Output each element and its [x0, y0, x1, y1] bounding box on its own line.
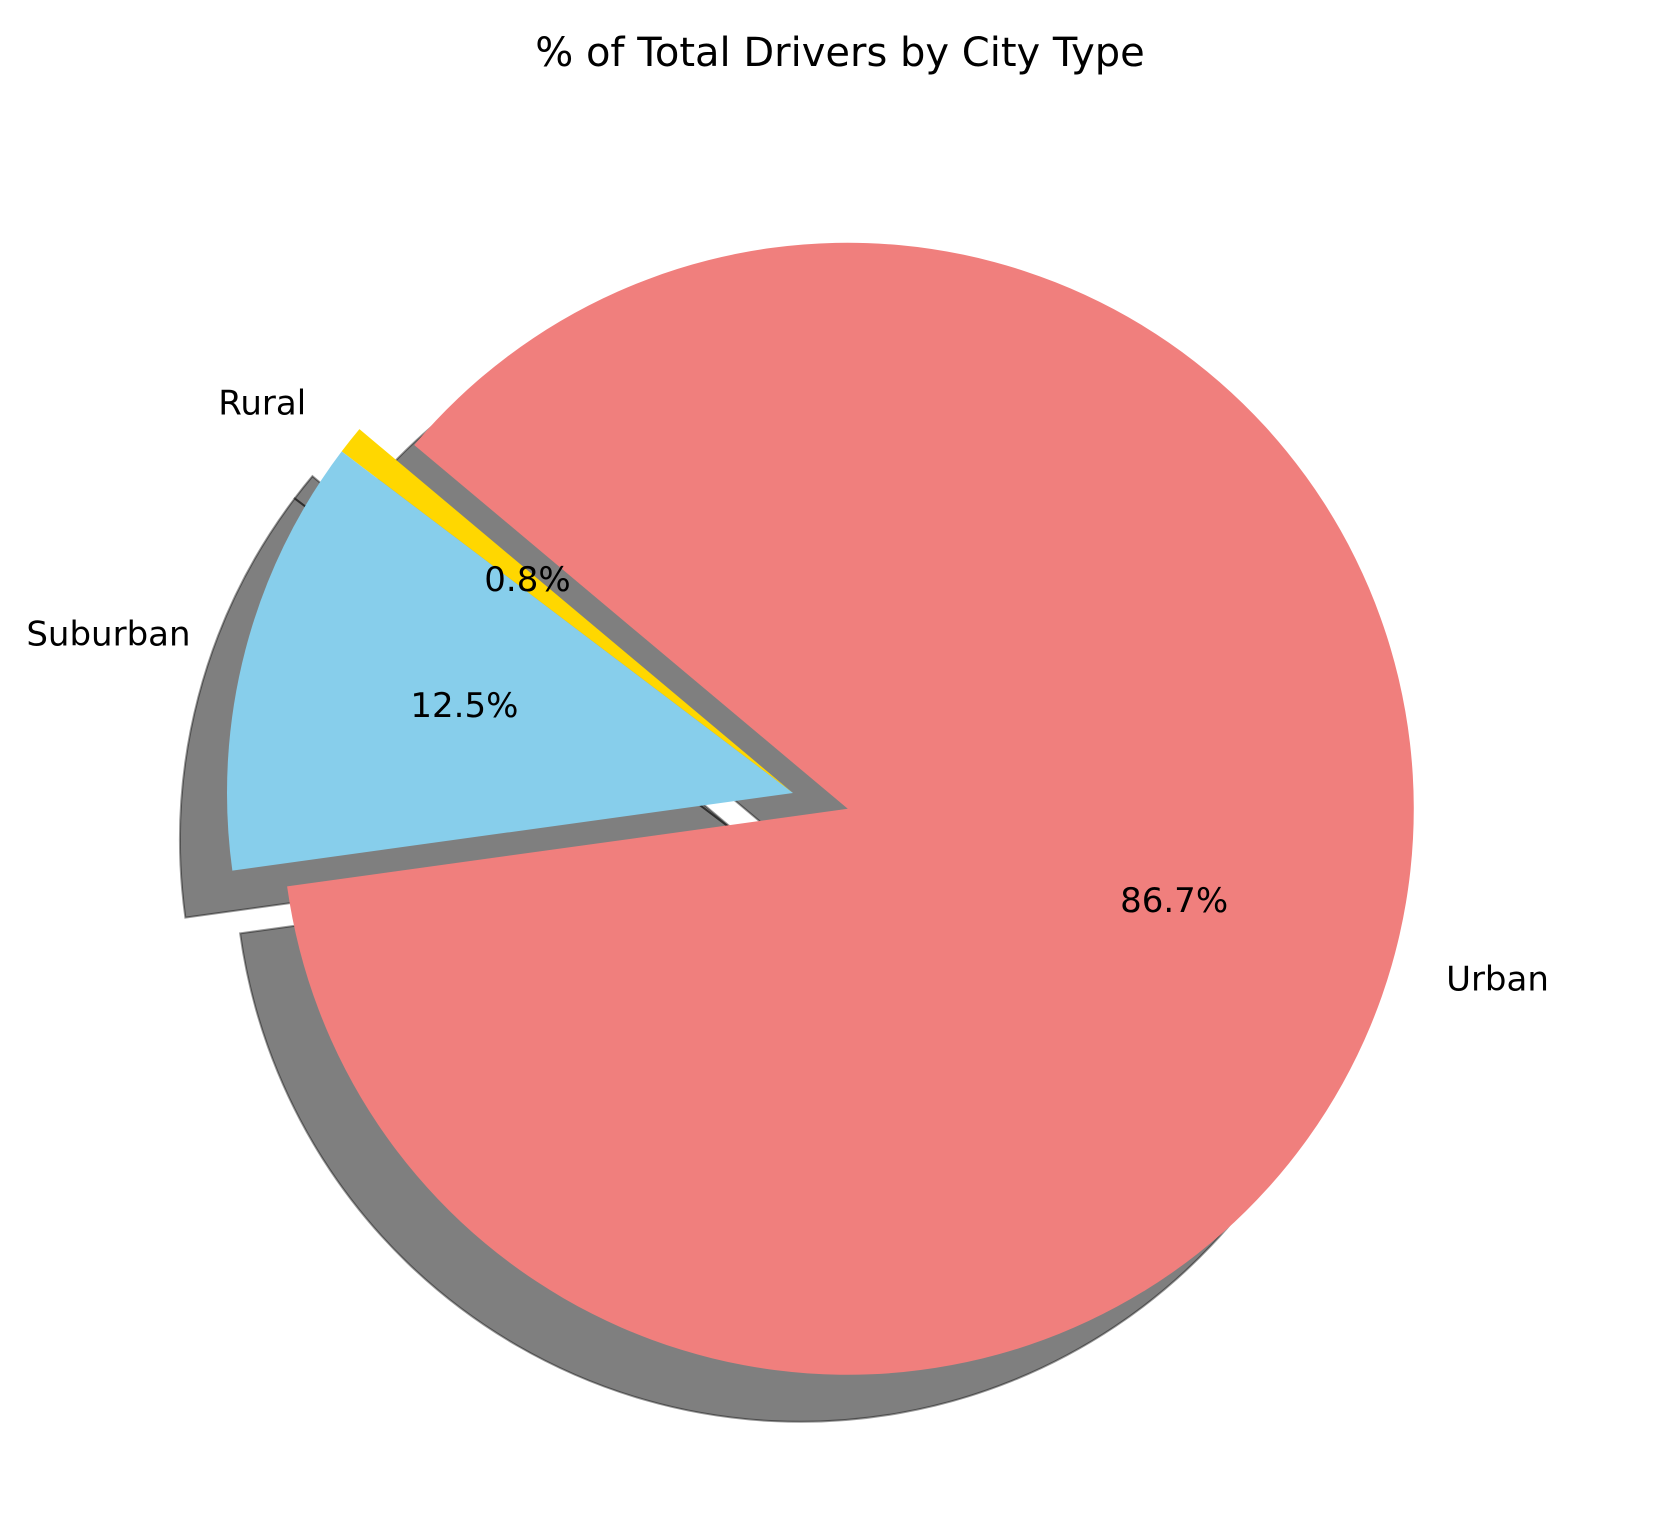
pie-slice-urban	[287, 242, 1414, 1375]
category-label-urban: Urban	[1446, 960, 1549, 1000]
category-labels: Rural Suburban Urban	[26, 383, 1549, 999]
percent-label-suburban: 12.5%	[410, 686, 518, 726]
pie-slice-rural	[341, 429, 793, 793]
percent-labels: 0.8% 12.5% 86.7%	[410, 560, 1228, 921]
category-label-suburban: Suburban	[26, 614, 190, 654]
percent-label-rural: 0.8%	[484, 560, 570, 600]
pie-slice-suburban	[227, 451, 794, 871]
pie-slices	[227, 242, 1414, 1375]
percent-label-urban: 86.7%	[1120, 881, 1228, 921]
chart-title: % of Total Drivers by City Type	[535, 30, 1145, 76]
category-label-rural: Rural	[218, 383, 306, 423]
